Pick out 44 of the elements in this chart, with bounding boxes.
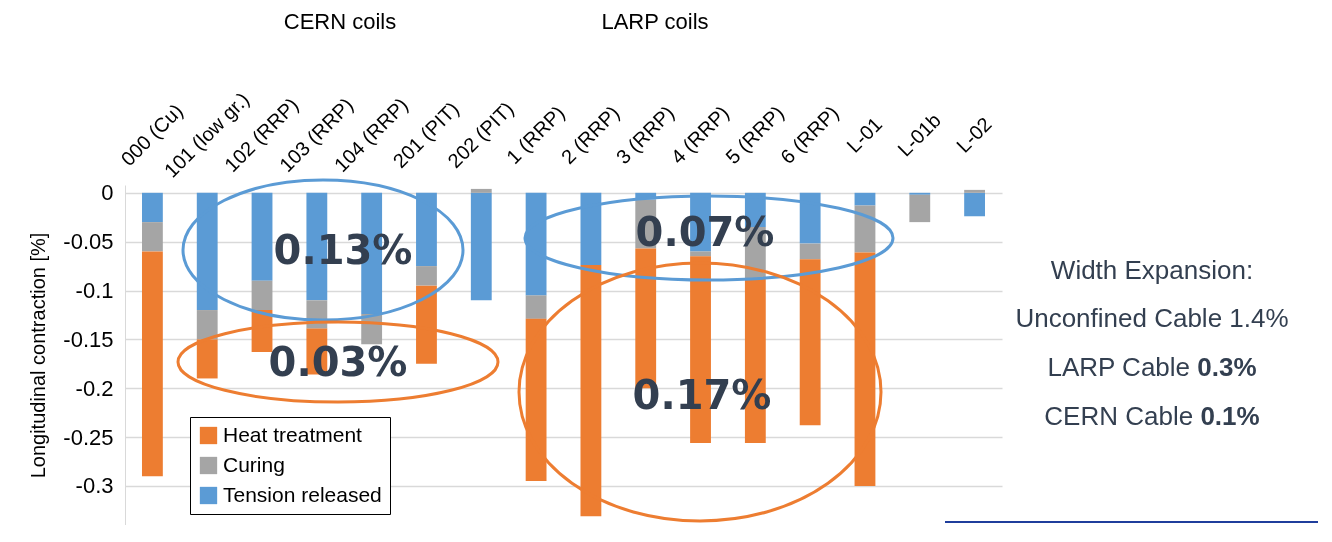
y-tick-label: -0.15: [63, 326, 114, 352]
bar: [525, 295, 547, 319]
y-tick-label: -0.2: [75, 375, 114, 401]
bar: [525, 318, 547, 482]
bar: [909, 194, 931, 223]
legend-label: Heat treatment: [223, 422, 363, 446]
text: CERN Cable 0.1%: [1044, 400, 1260, 432]
bar: [141, 222, 163, 252]
y-tick-label: -0.1: [75, 278, 114, 304]
y-tick-label: -0.05: [63, 229, 114, 255]
bar: [799, 259, 821, 426]
y-tick-label: -0.25: [63, 424, 114, 450]
bar: [416, 192, 437, 267]
text: LARP Cable 0.3%: [1047, 351, 1257, 383]
bar: [854, 252, 876, 486]
bar: [141, 251, 163, 477]
text: Width Expansion:: [1050, 254, 1254, 286]
bar: [251, 280, 273, 311]
bar: [470, 188, 492, 193]
y-tick-label: -0.3: [75, 473, 114, 499]
bar: [964, 192, 986, 217]
legend-label: Tension released: [223, 482, 382, 506]
bar: [416, 285, 437, 364]
bar: [196, 339, 218, 379]
bar: [470, 192, 492, 301]
legend-label: Curing: [223, 452, 285, 476]
bar: [799, 192, 821, 244]
y-tick-label: 0: [101, 180, 114, 206]
text: LARP coils: [601, 9, 709, 35]
bar: [196, 310, 218, 340]
bar: [580, 192, 602, 266]
bar: [196, 192, 218, 311]
bar: [799, 243, 821, 260]
bar: [854, 192, 876, 206]
y-axis-title: Longitudinal contraction [%]: [27, 232, 50, 479]
bar: [416, 266, 437, 286]
bar: [964, 189, 986, 193]
text: CERN coils: [283, 9, 397, 35]
bar: [580, 265, 602, 517]
text: Unconfined Cable 1.4%: [1015, 302, 1289, 334]
bar: [141, 192, 163, 223]
bar: [525, 192, 547, 296]
x-tick-label: L-01: [842, 112, 887, 157]
bar: [251, 192, 273, 281]
